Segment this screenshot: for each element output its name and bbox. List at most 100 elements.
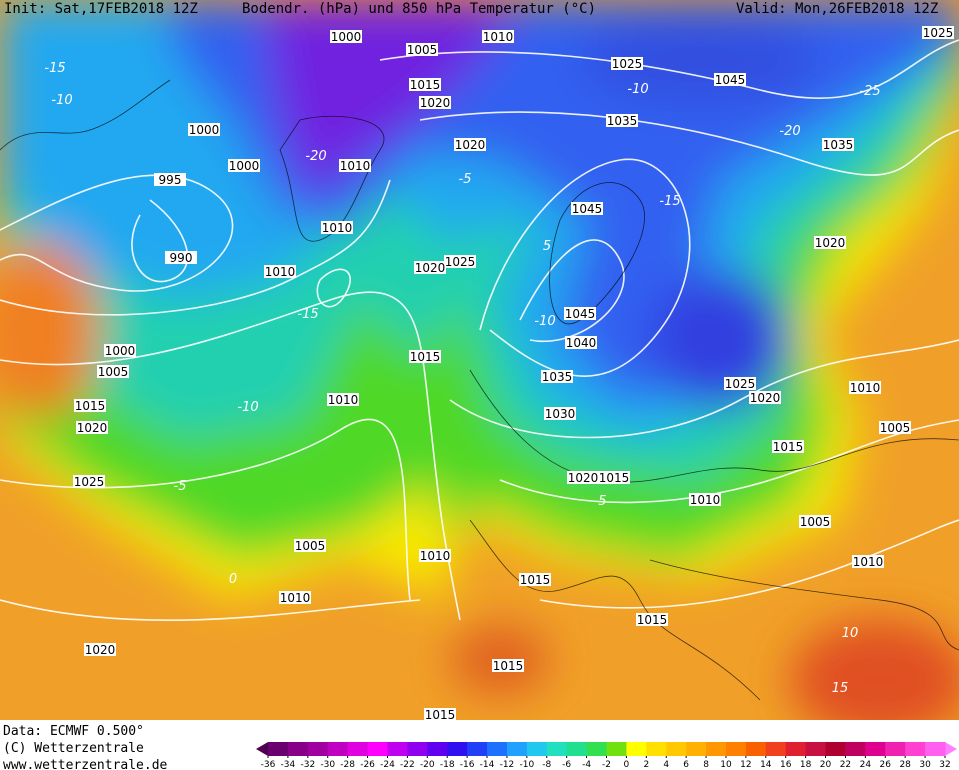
isobar-label-box (279, 591, 311, 604)
colorbar-tick-label: 0 (624, 760, 630, 770)
colorbar-cell (925, 742, 946, 756)
isobar-label-box (454, 138, 486, 151)
colorbar-cell (785, 742, 807, 756)
temperature-label: 15 (832, 681, 849, 696)
temperature-label: -10 (534, 314, 555, 329)
colorbar-tick-label: 16 (780, 760, 792, 770)
isobar-label: 1010 (340, 159, 371, 173)
isobar-label-box (321, 221, 353, 234)
colorbar-tick-label: -4 (582, 760, 591, 770)
isobar-label-box (922, 26, 954, 39)
isobar-label: 1030 (545, 407, 576, 421)
colorbar-tick-label: 30 (919, 760, 931, 770)
colorbar-cell (447, 742, 468, 756)
colorbar-cell (825, 742, 846, 756)
valid-time: Valid: Mon,26FEB2018 12Z (736, 1, 938, 17)
isobar-label-box (565, 336, 597, 349)
colorbar-cell (706, 742, 727, 756)
isobar-label-box (104, 344, 136, 357)
colorbar-cell (686, 742, 707, 756)
isobar-label: 1005 (880, 421, 911, 435)
isobar-label: 1000 (105, 344, 136, 358)
isobar-label: 1020 (455, 138, 486, 152)
isobar-label-box (409, 350, 441, 363)
colorbar-tick-label: 6 (683, 760, 689, 770)
colorbar-tick-label: 14 (760, 760, 772, 770)
colorbar-tick-label: -22 (400, 760, 415, 770)
colorbar-tick-label: -20 (420, 760, 435, 770)
isobars (0, 39, 959, 622)
isobar-label-box (814, 236, 846, 249)
temperature-label: -10 (51, 93, 72, 108)
colorbar-cell (287, 742, 309, 756)
colorbar-cell (487, 742, 508, 756)
colorbar-cell (307, 742, 329, 756)
colorbar-tick-label: 24 (860, 760, 872, 770)
colorbar-cell (427, 742, 448, 756)
isobar-label-box (74, 399, 106, 412)
isobar-label-box (188, 123, 220, 136)
colorbar-cell (387, 742, 408, 756)
colorbar-tick-label: 18 (800, 760, 812, 770)
website: www.wetterzentrale.de (3, 758, 168, 770)
isobar-label: 1020 (77, 421, 108, 435)
isobar-label-box (598, 471, 630, 484)
isobar-label: 1025 (725, 377, 756, 391)
isobar-label: 990 (170, 251, 193, 265)
isobar-label-box (636, 613, 668, 626)
colorbar-tick-label: -24 (380, 760, 395, 770)
coastlines (0, 79, 959, 701)
colorbar-cell (606, 742, 627, 756)
colorbar-cell (805, 742, 827, 756)
isobar-label: 1035 (823, 138, 854, 152)
isobar-label: 1020 (420, 96, 451, 110)
isobar-label-box (419, 96, 451, 109)
colorbar-cell (407, 742, 428, 756)
temperature-label: -20 (779, 124, 800, 139)
colorbar-tick-label: -2 (602, 760, 611, 770)
colorbar-tick-label: -32 (300, 760, 315, 770)
isobar-label: 1035 (542, 370, 573, 384)
colorbar-tick-label: 12 (740, 760, 751, 770)
colorbar-cell (546, 742, 568, 756)
isobar-label: 1020 (568, 471, 599, 485)
isobar-label-box (406, 43, 438, 56)
isobar-label-box (264, 265, 296, 278)
isobar-label: 1015 (493, 659, 524, 673)
isobar-label: 1025 (74, 475, 105, 489)
colorbar-tick-label: -14 (480, 760, 495, 770)
temperature-label: -5 (174, 479, 187, 494)
map (0, 0, 959, 720)
isobar-label-box (414, 261, 446, 274)
isobar-label: 1015 (773, 440, 804, 454)
isobar-label: 1000 (229, 159, 260, 173)
colorbar-tick-label: 8 (703, 760, 709, 770)
isobar-label-box (724, 377, 756, 390)
isobar-label-box (409, 78, 441, 91)
colorbar-tick-label: 4 (663, 760, 669, 770)
isobar-label: 1015 (637, 613, 668, 627)
init-time: Init: Sat,17FEB2018 12Z (4, 1, 198, 17)
isobar-label-box (165, 251, 197, 264)
isobar-label-box (714, 73, 746, 86)
isobar-label-box (749, 391, 781, 404)
isobar-label: 1020 (750, 391, 781, 405)
isobar-label: 1015 (75, 399, 106, 413)
isobar-label: 1000 (331, 30, 362, 44)
colorbar-tick-label: -28 (340, 760, 355, 770)
isobar-label-box (154, 173, 186, 186)
colorbar-cell (467, 742, 488, 756)
temperature-label: 0 (229, 572, 237, 587)
isobar-label: 1025 (612, 57, 643, 71)
colorbar-tick-label: -16 (460, 760, 475, 770)
isobar-label: 1010 (280, 591, 311, 605)
isobar-label-box (492, 659, 524, 672)
isobar-label: 1015 (410, 350, 441, 364)
isobar-label: 1010 (853, 555, 884, 569)
colorbar-tick-label: -12 (500, 760, 515, 770)
temperature-label: -15 (297, 307, 318, 322)
colorbar-tick-label: 2 (643, 760, 649, 770)
isobar-label-box (606, 114, 638, 127)
temperature-label: 10 (842, 626, 859, 641)
isobar-label-box (849, 381, 881, 394)
